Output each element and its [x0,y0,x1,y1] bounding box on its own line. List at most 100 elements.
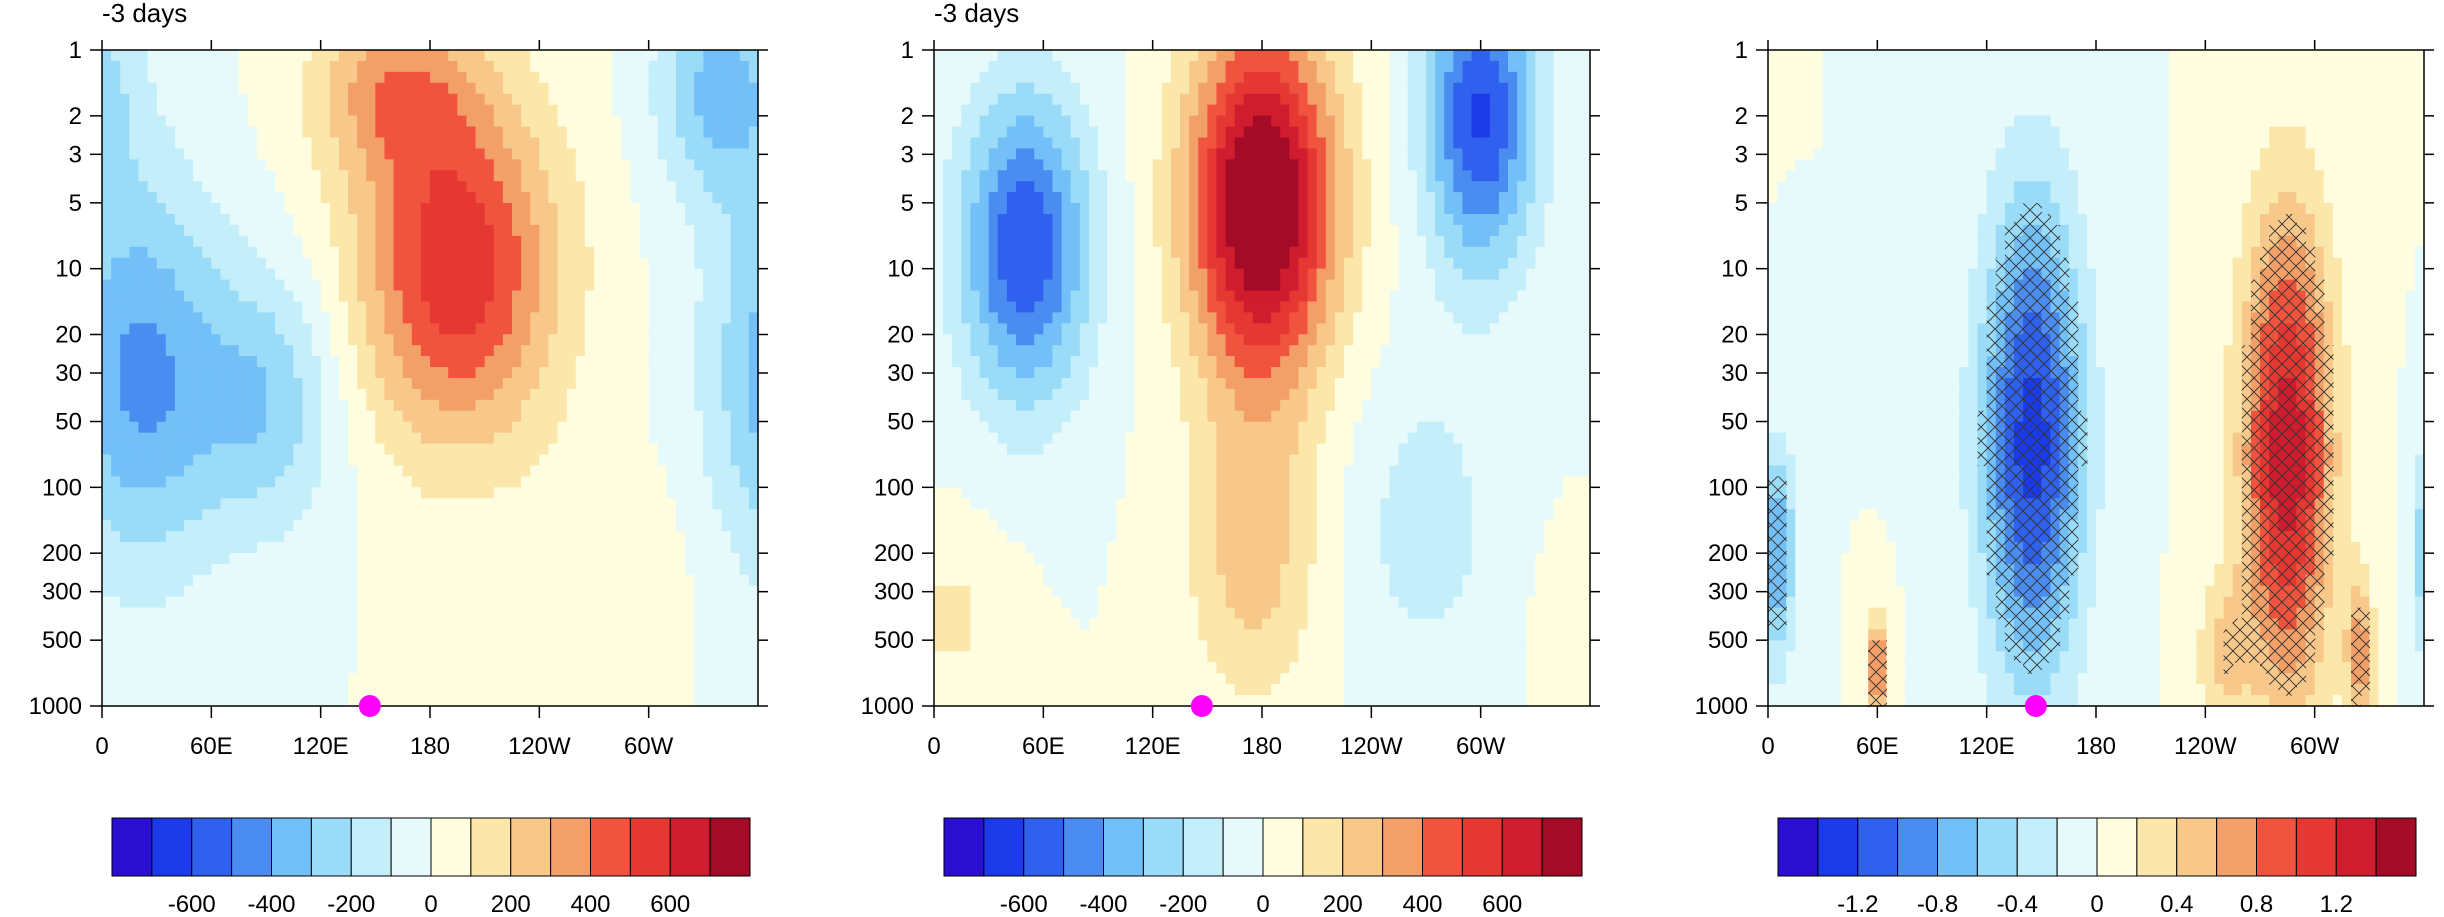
heatmap-cell [366,115,376,128]
heatmap-cell [730,432,741,445]
heatmap-cell [311,93,322,106]
heatmap-cell [147,607,158,620]
heatmap-cell [238,192,249,204]
heatmap-cell [338,509,349,521]
heatmap-cell [1544,60,1555,73]
heatmap-cell [457,214,468,226]
heatmap-cell [557,607,568,620]
heatmap-cell [721,574,732,587]
heatmap-cell [184,345,194,357]
heatmap-cell [238,82,249,95]
heatmap-cell [302,520,313,532]
heatmap-cell [402,585,413,598]
heatmap-cell [220,662,231,674]
heatmap-cell [1289,126,1300,139]
heatmap-cell [329,574,340,587]
heatmap-cell [338,421,349,434]
heatmap-cell [202,312,212,324]
heatmap-cell [366,93,376,106]
heatmap-cell [147,476,158,488]
heatmap-cell [311,629,322,641]
heatmap-cell [111,476,121,488]
heatmap-cell [685,585,695,598]
heatmap-cell [493,170,504,182]
heatmap-cell [320,509,331,521]
heatmap-cell [648,662,659,674]
heatmap-cell [457,640,468,652]
heatmap-cell [247,520,258,532]
heatmap-cell [311,378,322,390]
heatmap-cell [229,104,240,117]
heatmap-cell [111,684,121,696]
heatmap-cell [557,268,568,281]
heatmap-cell [375,203,386,215]
heatmap-cell [129,224,140,237]
heatmap-cell [1371,60,1382,73]
heatmap-cell [357,181,367,193]
heatmap-cell [411,246,422,259]
heatmap-cell [548,356,559,368]
heatmap-cell [475,651,486,663]
heatmap-cell [220,159,231,171]
heatmap-cell [202,137,212,149]
heatmap-cell [694,454,704,467]
heatmap-cell [721,71,732,84]
heatmap-cell [1444,50,1454,62]
heatmap-cell [293,531,304,543]
heatmap-cell [739,192,750,204]
heatmap-cell [338,268,349,281]
heatmap-cell [466,235,477,248]
heatmap-cell [220,290,231,303]
heatmap-cell [685,82,695,95]
heatmap-cell [174,170,185,182]
heatmap-cell [979,71,990,84]
heatmap-cell [475,224,486,237]
heatmap-cell [548,607,559,620]
heatmap-cell [621,224,632,237]
heatmap-cell [603,224,613,237]
heatmap-cell [1426,104,1436,117]
heatmap-cell [1508,60,1518,73]
heatmap-cell [229,224,240,237]
heatmap-cell [739,312,750,324]
heatmap-cell [694,520,704,532]
heatmap-cell [366,334,376,346]
heatmap-cell [493,214,504,226]
heatmap-cell [1198,50,1208,62]
heatmap-cell [220,498,231,510]
heatmap-cell [512,279,522,292]
heatmap-cell [193,93,203,106]
heatmap-cell [1544,126,1555,139]
heatmap-cell [184,520,194,532]
heatmap-cell [612,410,622,423]
heatmap-cell [366,268,376,281]
heatmap-cell [102,290,112,303]
heatmap-cell [539,454,550,467]
heatmap-cell [165,410,176,423]
heatmap-cell [366,618,376,631]
heatmap-cell [730,596,741,609]
heatmap-cell [621,345,632,357]
heatmap-cell [238,476,249,488]
heatmap-cell [430,290,440,303]
heatmap-cell [275,246,285,259]
heatmap-cell [502,170,513,182]
heatmap-cell [466,367,477,379]
heatmap-cell [384,531,395,543]
heatmap-cell [348,531,358,543]
heatmap-cell [1262,82,1272,95]
heatmap-cell [648,607,659,620]
heatmap-cell [102,531,112,543]
heatmap-cell [156,323,167,335]
heatmap-cell [512,246,522,259]
heatmap-cell [402,323,413,335]
heatmap-cell [311,520,322,532]
heatmap-cell [594,509,604,521]
heatmap-cell [466,662,477,674]
heatmap-cell [284,345,294,357]
heatmap-cell [988,126,999,139]
heatmap-cell [594,443,604,456]
heatmap-cell [348,563,358,576]
heatmap-cell [457,421,468,434]
heatmap-cell [1480,50,1491,62]
